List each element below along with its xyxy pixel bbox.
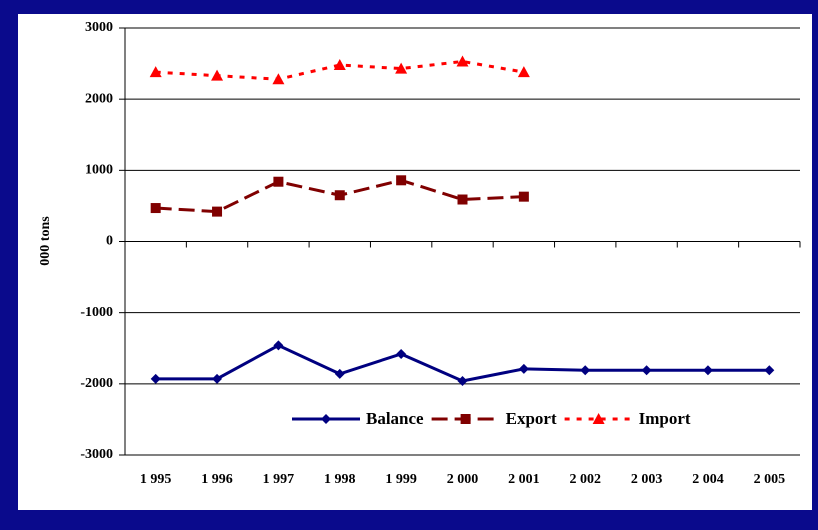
x-tick-label: 2 000 <box>447 472 479 487</box>
data-point <box>517 66 530 78</box>
legend-marker <box>592 413 605 424</box>
x-tick-label: 1 999 <box>385 472 417 487</box>
data-point <box>396 348 407 359</box>
data-point <box>212 206 223 217</box>
legend-label: Balance <box>366 409 424 428</box>
legend-label: Export <box>506 409 557 428</box>
data-point <box>212 373 223 384</box>
y-tick-label: -3000 <box>80 447 113 462</box>
data-point <box>702 365 713 376</box>
data-point <box>518 191 529 202</box>
data-point <box>764 365 775 376</box>
x-tick-label: 2 004 <box>692 472 724 487</box>
legend-label: Import <box>639 409 691 428</box>
data-point <box>150 373 161 384</box>
x-tick-label: 1 997 <box>263 472 295 487</box>
chart-area <box>18 14 812 510</box>
y-tick-label: -2000 <box>80 376 113 391</box>
data-point <box>334 368 345 379</box>
data-point <box>273 176 284 187</box>
data-point <box>273 340 284 351</box>
data-point <box>211 69 224 81</box>
y-tick-label: -1000 <box>80 305 113 320</box>
legend-marker <box>321 414 331 424</box>
data-point <box>149 66 162 78</box>
y-tick-label: 0 <box>106 234 113 249</box>
data-point <box>457 194 468 205</box>
data-point <box>396 175 407 186</box>
data-point <box>457 375 468 386</box>
x-tick-label: 2 005 <box>754 472 786 487</box>
y-tick-label: 1000 <box>85 163 113 178</box>
data-point <box>334 190 345 201</box>
y-tick-label: 3000 <box>85 20 113 35</box>
x-tick-label: 1 995 <box>140 472 172 487</box>
data-point <box>333 59 346 71</box>
y-tick-label: 2000 <box>85 91 113 106</box>
x-tick-label: 1 998 <box>324 472 356 487</box>
legend-marker <box>460 414 471 424</box>
data-point <box>272 73 285 85</box>
data-point <box>580 365 591 376</box>
y-axis-label: 000 tons <box>38 216 53 266</box>
x-tick-label: 2 002 <box>569 472 601 487</box>
x-tick-label: 2 003 <box>631 472 663 487</box>
x-tick-label: 2 001 <box>508 472 540 487</box>
data-point <box>150 203 161 214</box>
data-point <box>518 363 529 374</box>
data-point <box>456 55 469 67</box>
x-tick-label: 1 996 <box>201 472 233 487</box>
data-point <box>395 62 408 74</box>
data-point <box>641 365 652 376</box>
